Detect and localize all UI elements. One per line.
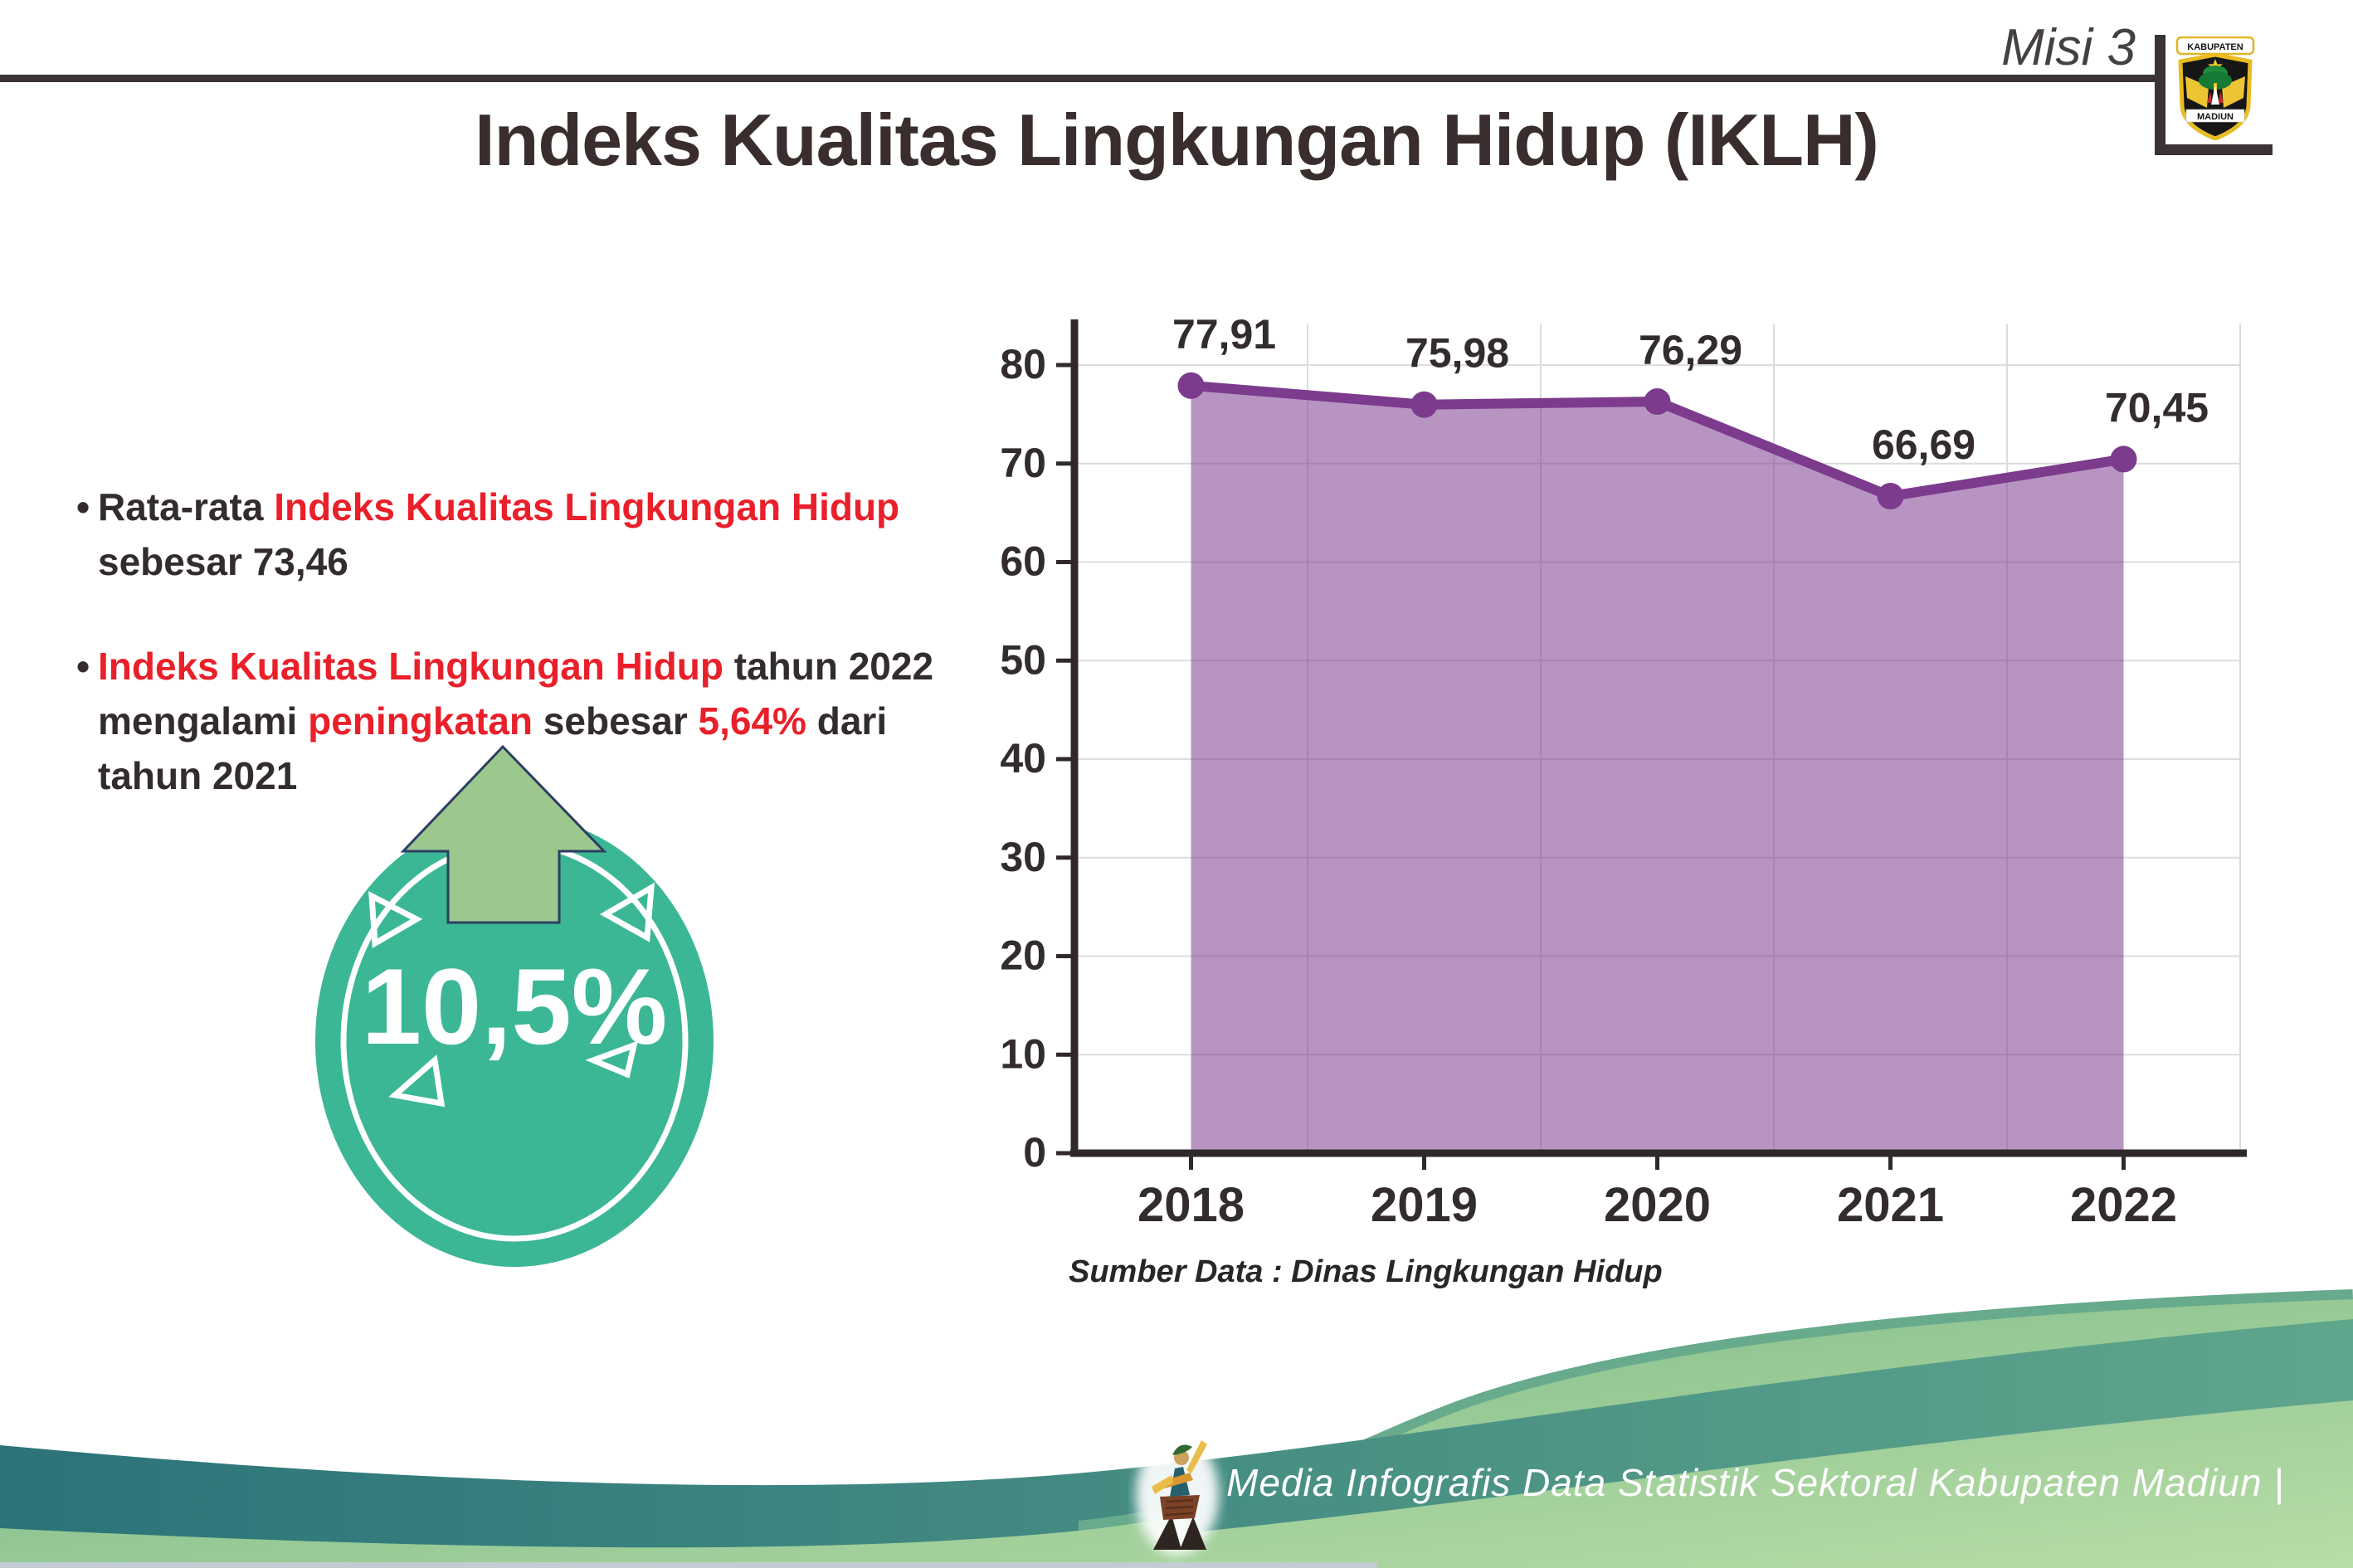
badge-accent-triangle [585, 1040, 638, 1079]
bullet-text-segment: Rata-rata [98, 485, 275, 528]
data-point-marker [1177, 372, 1205, 399]
bullet-marker: • [76, 645, 90, 688]
logo-bracket-vertical [2155, 35, 2165, 155]
data-label: 70,45 [2105, 384, 2209, 431]
x-tick-label: 2021 [1837, 1178, 1944, 1232]
bullet-iklh-increase: • Indeks Kualitas Lingkungan Hidup tahun… [76, 639, 1027, 803]
chart-source: Sumber Data : Dinas Lingkungan Hidup [1069, 1254, 1663, 1289]
data-label: 75,98 [1405, 330, 1509, 377]
data-point-marker [1877, 483, 1904, 510]
y-tick-label: 20 [1000, 933, 1046, 979]
footer-waves [0, 1289, 2353, 1568]
y-tick-label: 40 [1000, 735, 1046, 782]
crest-band-text: MADIUN [2197, 112, 2234, 122]
badge-accent-triangle [599, 882, 655, 942]
iklh-chart: 77,91 75,98 76,29 66,69 70,45 0 10 20 30 40 50 60 70… [1000, 311, 2247, 1232]
footer-teal-wave-overlay [1186, 1319, 2353, 1533]
y-tick-label: 80 [1000, 341, 1046, 387]
y-tick-label: 10 [1000, 1030, 1046, 1077]
bullet-marker: • [76, 485, 90, 528]
y-tick-label: 70 [1000, 440, 1046, 486]
badge-value: 10,5% [362, 946, 668, 1067]
crest-banner-text: KABUPATEN [2187, 42, 2243, 52]
footer-bottom-strip [0, 1562, 1377, 1568]
x-tick-label: 2019 [1371, 1178, 1478, 1232]
bullet-text-segment: Indeks Kualitas Lingkungan Hidup [274, 485, 900, 528]
footer-caption: Media Infografis Data Statistik Sektoral… [1226, 1461, 2285, 1504]
x-tick-label: 2022 [2070, 1178, 2177, 1232]
page-title: Indeks Kualitas Lingkungan Hidup (IKLH) [475, 99, 1879, 181]
data-point-marker [1644, 388, 1671, 416]
mascot-icon [1136, 1435, 1219, 1555]
badge-accent-triangle [368, 891, 423, 948]
bullet-text-segment: peningkatan [308, 699, 533, 743]
bullet-text-segment: dari [806, 699, 888, 743]
bullet-average-iklh: • Rata-rata Indeks Kualitas Lingkungan H… [76, 480, 1027, 589]
footer-green-wave [0, 1299, 2353, 1568]
data-point-marker [1410, 391, 1438, 418]
footer-teal-wave [0, 1319, 2353, 1558]
series-area [1191, 385, 2124, 1154]
bullet-text-segment: 5,64% [698, 699, 806, 743]
x-tick-label: 2020 [1604, 1178, 1711, 1232]
data-point-marker [2110, 446, 2137, 473]
bullet-text-segment: tahun 2021 [98, 754, 298, 797]
y-tick-label: 60 [1000, 538, 1046, 585]
increase-badge: 10,5% [315, 744, 714, 1267]
bullet-text-segment: sebesar 73,46 [98, 540, 348, 583]
mission-label: Misi 3 [2001, 19, 2136, 76]
bullet-text-segment: sebesar [533, 699, 699, 743]
bullet-text-segment: Indeks Kualitas Lingkungan Hidup [98, 645, 723, 688]
logo-bracket-horizontal [2155, 144, 2273, 155]
y-tick-label: 30 [1000, 834, 1046, 880]
badge-circle [315, 816, 714, 1267]
bullet-text-segment: tahun 2022 [723, 645, 934, 688]
kabupaten-madiun-crest-icon: KABUPATEN MADIUN [2175, 37, 2255, 140]
data-label: 77,91 [1172, 311, 1276, 358]
x-tick-label: 2018 [1138, 1178, 1245, 1232]
y-tick-label: 50 [1000, 636, 1046, 683]
data-label: 66,69 [1872, 421, 1975, 468]
y-tick-label: 0 [1023, 1129, 1046, 1176]
data-label: 76,29 [1639, 327, 1742, 373]
bullet-text-segment: mengalami [98, 699, 309, 743]
up-arrow-icon [400, 744, 607, 924]
header-rule [0, 75, 2159, 82]
badge-accent-triangle [388, 1054, 446, 1108]
